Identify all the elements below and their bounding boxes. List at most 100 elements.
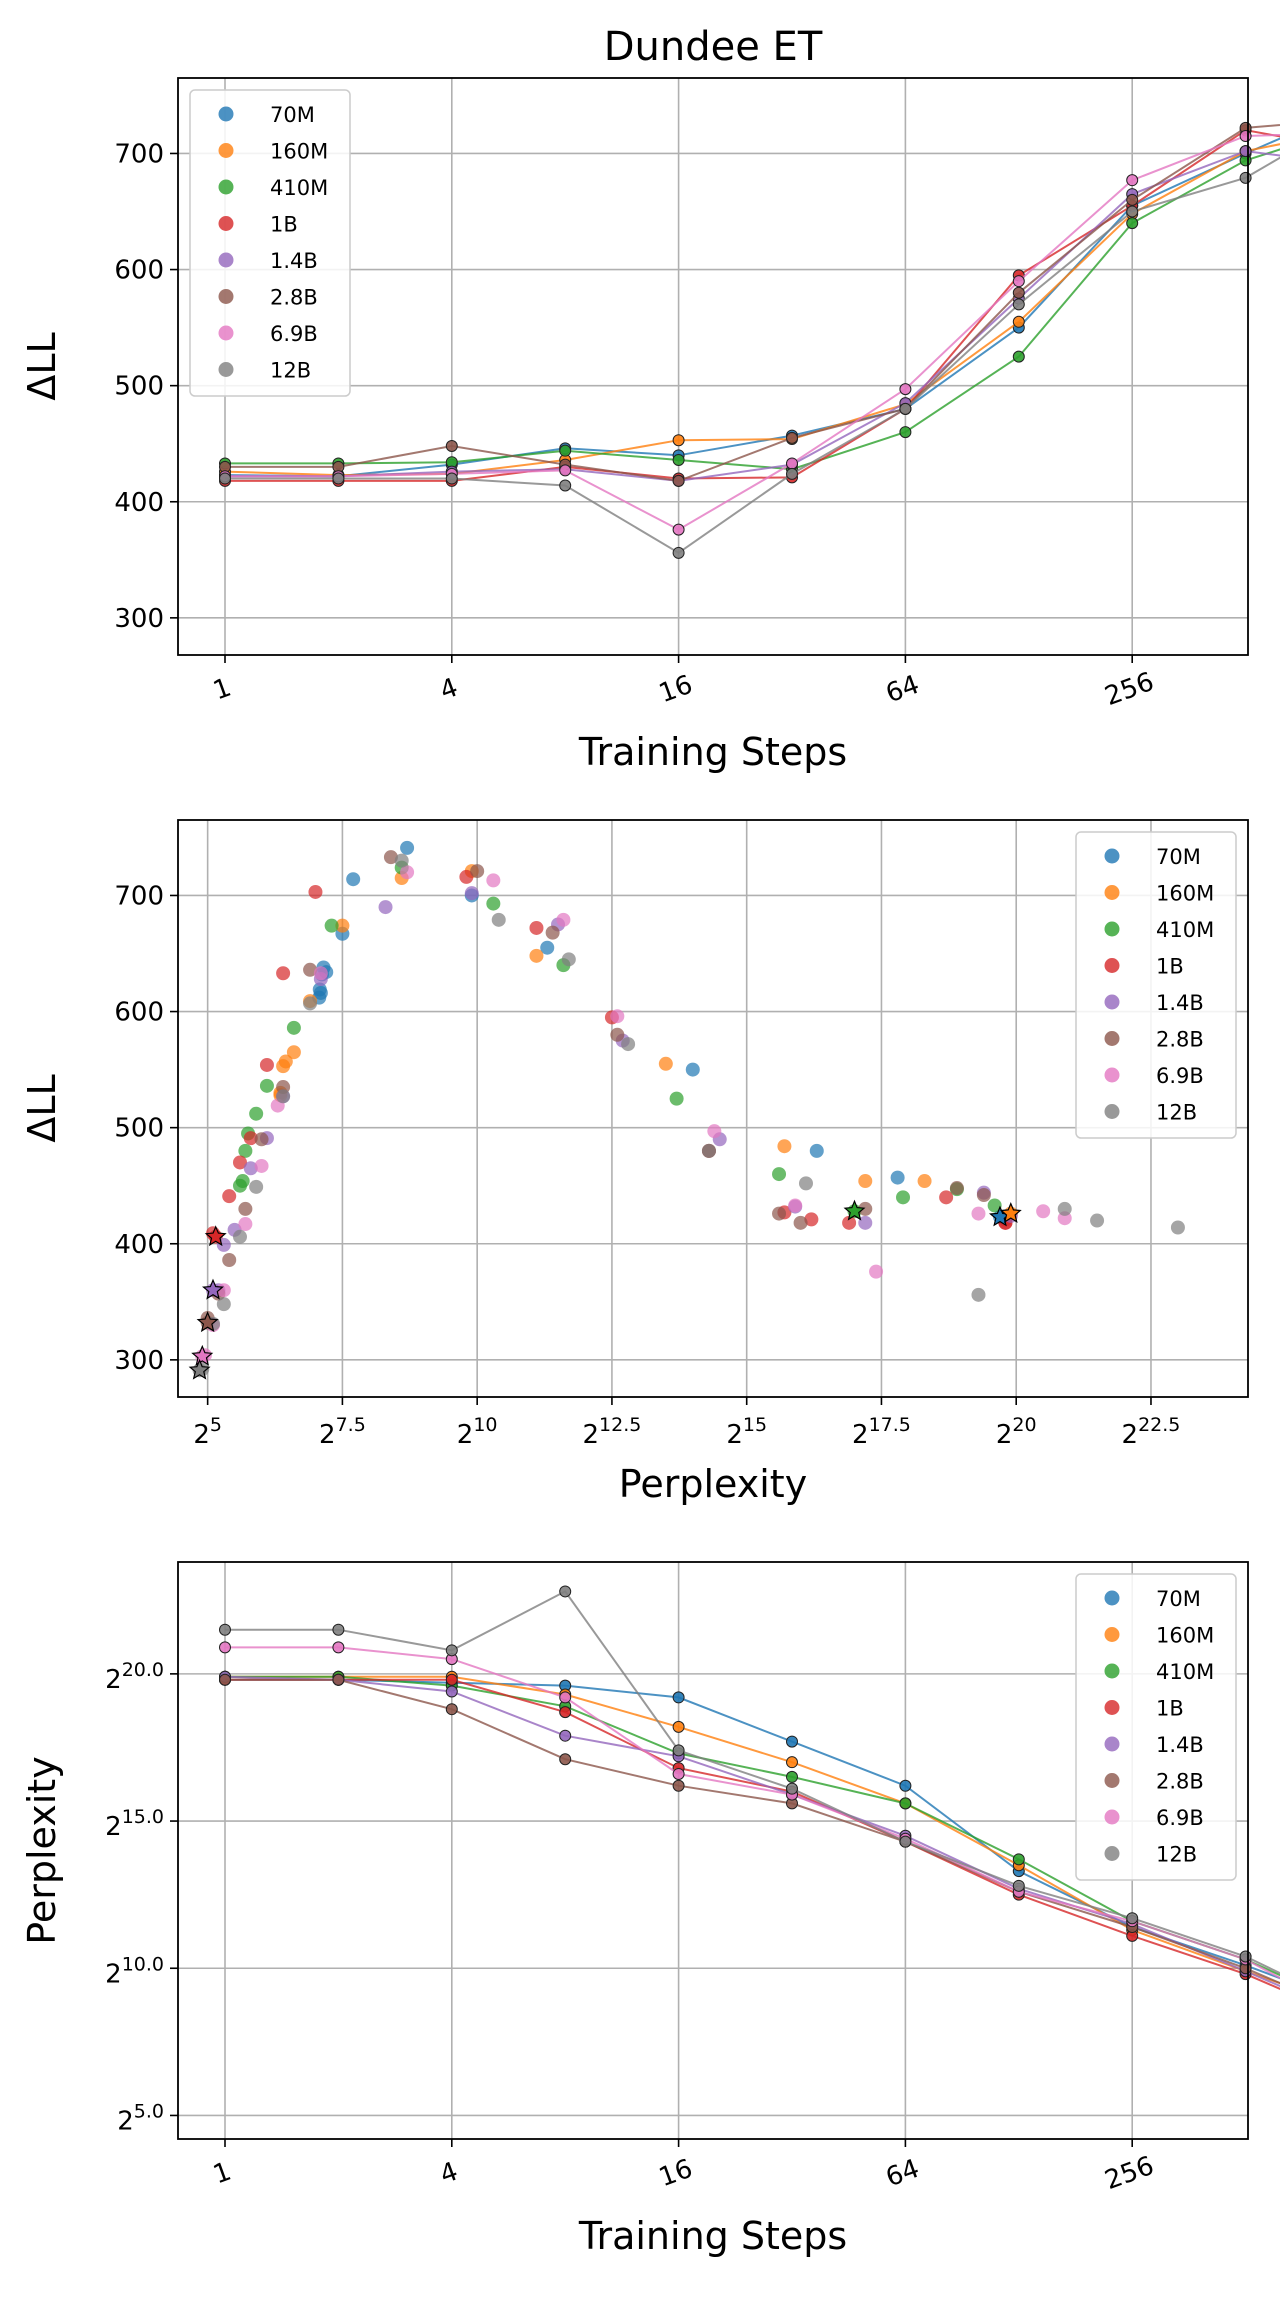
data-point xyxy=(793,1215,808,1230)
y-tick-label: 500 xyxy=(114,1114,164,1144)
x-axis-label: Training Steps xyxy=(578,730,847,774)
data-point xyxy=(335,918,350,933)
data-point xyxy=(235,1174,250,1189)
data-point xyxy=(313,985,328,1000)
data-point xyxy=(445,1685,458,1698)
final-point-star-410m xyxy=(843,1199,866,1221)
data-point xyxy=(672,474,685,487)
y-ticks: 25.0 210.0 215.0 220.0 xyxy=(105,1659,1248,2136)
legend-box xyxy=(189,89,351,397)
data-point xyxy=(470,864,485,879)
data-point xyxy=(249,1106,264,1121)
data-point xyxy=(559,1585,572,1598)
data-point xyxy=(672,1744,685,1757)
y-tick-label: 400 xyxy=(114,1230,164,1260)
data-point xyxy=(561,952,576,967)
data-point xyxy=(1012,1879,1025,1892)
legend-box xyxy=(1075,831,1237,1139)
legend-label-70m: 70M xyxy=(1156,845,1201,869)
legend-label-1-4b: 1.4B xyxy=(1156,991,1204,1015)
data-point xyxy=(491,912,506,927)
legend-label-70m: 70M xyxy=(1156,1587,1201,1611)
data-point xyxy=(238,1201,253,1216)
data-point xyxy=(216,1297,231,1312)
y-ticks: 300 400 500 600 700 xyxy=(114,881,1248,1376)
panel-training-steps-perplexity: 1416642561k4k16k64k143k25.0210.0215.0220… xyxy=(20,1561,1280,2258)
data-point xyxy=(701,1143,716,1158)
data-point xyxy=(276,966,291,981)
legend-label-2-8b: 2.8B xyxy=(270,286,318,310)
legend-marker-410m xyxy=(218,179,234,195)
data-point xyxy=(332,1641,345,1654)
data-point xyxy=(672,1779,685,1792)
data-point xyxy=(464,886,479,901)
data-point xyxy=(672,523,685,536)
legend-box xyxy=(1075,1573,1237,1881)
y-tick-label: 400 xyxy=(114,488,164,518)
legend-marker-70m xyxy=(1104,1590,1120,1606)
final-point-star-160m xyxy=(999,1202,1022,1223)
y-axis-label: ΔLL xyxy=(20,1074,64,1142)
y-tick-label: 25.0 xyxy=(117,2100,164,2136)
data-point xyxy=(858,1174,873,1189)
legend-label-2-8b: 2.8B xyxy=(1156,1770,1204,1794)
legend-label-1b: 1B xyxy=(1156,955,1184,979)
data-point xyxy=(276,1089,291,1104)
x-axis-label: Training Steps xyxy=(578,2214,847,2258)
data-point xyxy=(786,467,798,480)
data-point xyxy=(243,1131,258,1146)
data-point xyxy=(238,1143,253,1158)
legend-marker-160m xyxy=(1104,885,1120,900)
data-point xyxy=(899,1797,912,1810)
data-point xyxy=(276,1059,291,1074)
data-point xyxy=(842,1215,857,1230)
data-point xyxy=(1057,1201,1072,1216)
data-point xyxy=(346,872,361,887)
data-point xyxy=(1036,1204,1051,1219)
data-point xyxy=(313,966,328,981)
data-point xyxy=(1090,1213,1105,1228)
data-point xyxy=(332,472,345,485)
data-point xyxy=(858,1201,873,1216)
legend-label-1-4b: 1.4B xyxy=(270,249,318,273)
legend-marker-6-9b xyxy=(1104,1809,1120,1825)
data-point xyxy=(1239,1950,1252,1963)
legend-label-160m: 160M xyxy=(270,140,328,164)
data-point xyxy=(869,1264,884,1279)
legend-marker-2-8b xyxy=(1104,1031,1120,1046)
series-12b xyxy=(219,156,1280,559)
data-point xyxy=(559,479,572,492)
data-point xyxy=(899,383,912,396)
data-point xyxy=(556,912,571,927)
x-tick-label: 210 xyxy=(457,1414,498,1450)
data-point xyxy=(219,1641,231,1654)
data-point xyxy=(232,1229,247,1244)
data-point xyxy=(238,1217,253,1232)
data-point xyxy=(1012,315,1025,328)
legend-marker-410m xyxy=(1104,1663,1120,1679)
data-point xyxy=(621,1037,636,1052)
y-tick-label: 210.0 xyxy=(105,1953,164,1989)
data-point xyxy=(559,444,572,457)
data-point xyxy=(1126,217,1139,230)
data-point xyxy=(798,1176,813,1191)
series-12b xyxy=(219,1585,1280,1975)
legend-marker-160m xyxy=(1104,1627,1120,1642)
final-point-star-1b xyxy=(204,1225,227,1247)
legend-marker-2-8b xyxy=(1104,1773,1120,1788)
data-point xyxy=(672,453,685,466)
data-point xyxy=(445,1673,458,1686)
data-point xyxy=(332,1673,345,1686)
data-point xyxy=(254,1132,269,1147)
data-point xyxy=(445,440,458,453)
legend-label-1b: 1B xyxy=(270,213,298,237)
data-point xyxy=(1012,350,1025,363)
data-point xyxy=(786,1735,798,1748)
x-axis-label: Perplexity xyxy=(619,1462,807,1506)
data-point xyxy=(899,1779,912,1792)
legend-marker-2-8b xyxy=(218,289,234,304)
data-point xyxy=(896,1190,911,1205)
legend-label-6-9b: 6.9B xyxy=(1156,1806,1204,1830)
final-point-star-6-9b xyxy=(191,1344,214,1366)
data-point xyxy=(222,1189,237,1204)
